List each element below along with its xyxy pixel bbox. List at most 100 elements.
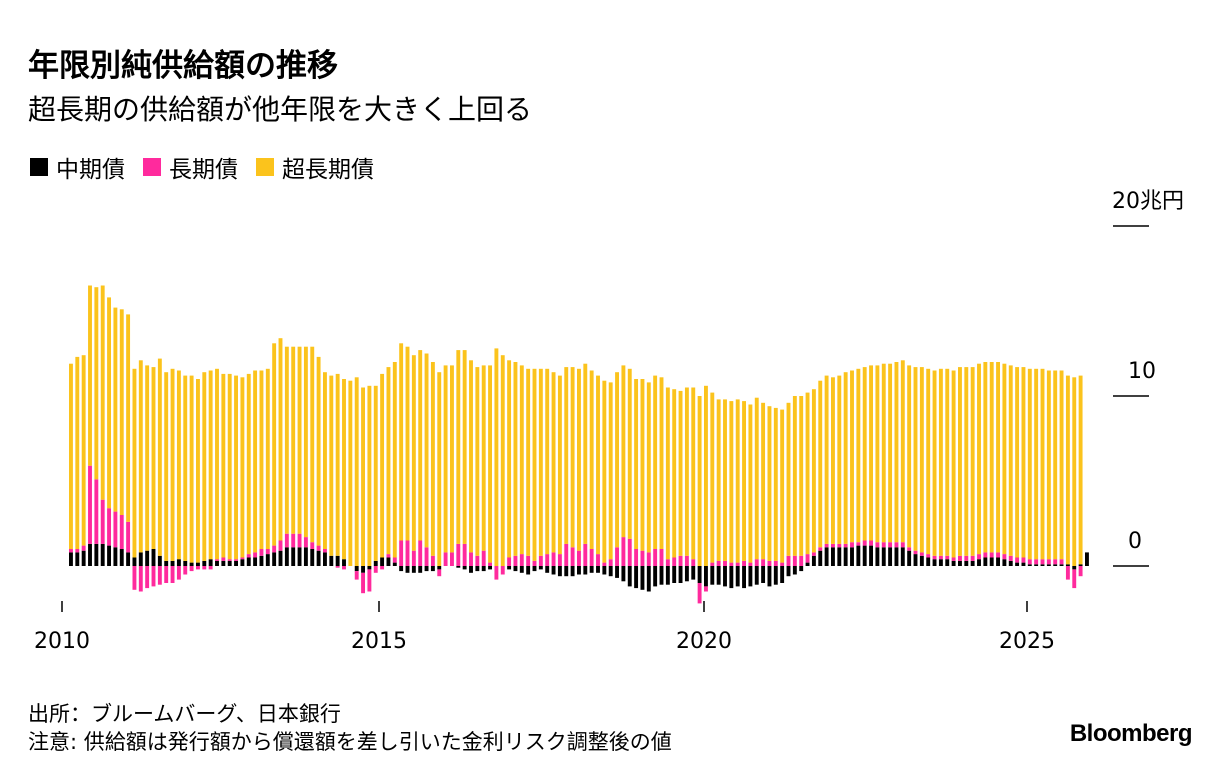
bar-mid bbox=[1021, 562, 1026, 566]
bar-long bbox=[805, 554, 810, 563]
bar-super bbox=[1015, 367, 1020, 558]
bar-mid bbox=[373, 560, 378, 566]
bar-mid bbox=[278, 550, 283, 566]
bar-long bbox=[799, 555, 804, 566]
bar-long bbox=[234, 559, 238, 561]
bar-super bbox=[729, 401, 734, 563]
bar-super bbox=[989, 362, 994, 553]
bar-mid bbox=[831, 547, 835, 566]
bar-mid bbox=[767, 566, 772, 587]
bar-long bbox=[742, 560, 746, 566]
bar-mid bbox=[850, 547, 854, 566]
bar-super bbox=[799, 396, 804, 556]
bar-long bbox=[1008, 555, 1013, 561]
bar-long bbox=[843, 543, 848, 548]
bar-super bbox=[75, 356, 80, 549]
bar-super bbox=[107, 297, 111, 509]
bar-mid bbox=[691, 566, 696, 580]
legend-swatch-mid bbox=[30, 158, 48, 176]
bar-super bbox=[589, 370, 594, 549]
bar-super bbox=[742, 401, 746, 561]
bar-long bbox=[411, 550, 416, 566]
bar-super bbox=[196, 379, 200, 563]
bar-mid bbox=[69, 552, 73, 566]
bar-mid bbox=[81, 550, 86, 566]
bar-mid bbox=[456, 566, 461, 568]
bar-long bbox=[354, 571, 359, 580]
bar-super bbox=[1034, 368, 1039, 560]
bar-mid bbox=[811, 555, 816, 566]
bar-mid bbox=[88, 543, 92, 566]
bar-long bbox=[69, 549, 73, 553]
bar-long bbox=[557, 554, 562, 566]
bar-long bbox=[1015, 557, 1020, 563]
bar-long bbox=[272, 545, 277, 553]
bar-mid bbox=[621, 566, 626, 582]
bar-long bbox=[748, 562, 753, 566]
bar-long bbox=[1002, 554, 1007, 560]
bar-super bbox=[183, 375, 188, 561]
bar-super bbox=[424, 353, 429, 548]
bar-super bbox=[913, 367, 918, 551]
y-tick-label: 20兆円 bbox=[1112, 189, 1184, 214]
bar-super bbox=[538, 368, 543, 556]
bar-mid bbox=[932, 559, 937, 566]
bar-long bbox=[881, 542, 886, 548]
bar-mid bbox=[729, 566, 734, 589]
bar-mid bbox=[157, 555, 162, 566]
bar-mid bbox=[1046, 564, 1051, 566]
bar-mid bbox=[1053, 564, 1058, 566]
bar-super bbox=[608, 382, 613, 560]
bar-long bbox=[513, 555, 518, 566]
bar-mid bbox=[748, 566, 753, 587]
bar-long bbox=[519, 554, 524, 566]
bar-mid bbox=[1002, 559, 1007, 566]
bar-super bbox=[221, 373, 226, 558]
bar-long bbox=[418, 540, 423, 566]
bar-super bbox=[164, 372, 169, 561]
bar-mid bbox=[75, 552, 80, 566]
bar-super bbox=[443, 365, 448, 553]
bar-mid bbox=[246, 557, 251, 566]
bar-mid bbox=[151, 549, 156, 566]
bar-super bbox=[723, 399, 727, 561]
bar-long bbox=[583, 543, 588, 566]
bar-long bbox=[538, 555, 543, 566]
bar-long bbox=[176, 566, 181, 580]
bar-long bbox=[462, 543, 467, 566]
bar-mid bbox=[684, 566, 689, 582]
bar-super bbox=[881, 363, 886, 543]
bar-mid bbox=[735, 566, 740, 587]
bar-super bbox=[951, 370, 956, 558]
bar-long bbox=[888, 542, 893, 548]
bar-long bbox=[627, 538, 632, 566]
bar-mid bbox=[1027, 564, 1032, 566]
bar-mid bbox=[94, 543, 99, 566]
bar-long bbox=[500, 566, 505, 575]
bar-long bbox=[75, 549, 80, 553]
bar-mid bbox=[634, 566, 639, 589]
bar-super bbox=[151, 367, 156, 549]
bar-long bbox=[589, 549, 594, 566]
bar-long bbox=[862, 540, 867, 546]
bar-mid bbox=[761, 566, 766, 583]
bar-long bbox=[494, 566, 499, 580]
bar-mid bbox=[862, 545, 867, 566]
bar-long bbox=[1027, 559, 1032, 565]
bar-long bbox=[208, 566, 213, 570]
bar-mid bbox=[837, 547, 842, 566]
bar-long bbox=[926, 554, 931, 558]
bar-long bbox=[672, 557, 677, 566]
bar-super bbox=[945, 368, 950, 556]
bar-long bbox=[367, 569, 372, 592]
bar-long bbox=[443, 552, 448, 566]
bar-super bbox=[850, 370, 854, 543]
bar-super bbox=[240, 377, 245, 558]
bar-mid bbox=[716, 566, 721, 585]
bar-super bbox=[469, 360, 473, 553]
bar-super bbox=[907, 365, 912, 548]
bar-super bbox=[145, 365, 150, 551]
bar-long bbox=[907, 547, 912, 551]
bar-mid bbox=[386, 557, 391, 566]
bar-super bbox=[1072, 377, 1077, 566]
